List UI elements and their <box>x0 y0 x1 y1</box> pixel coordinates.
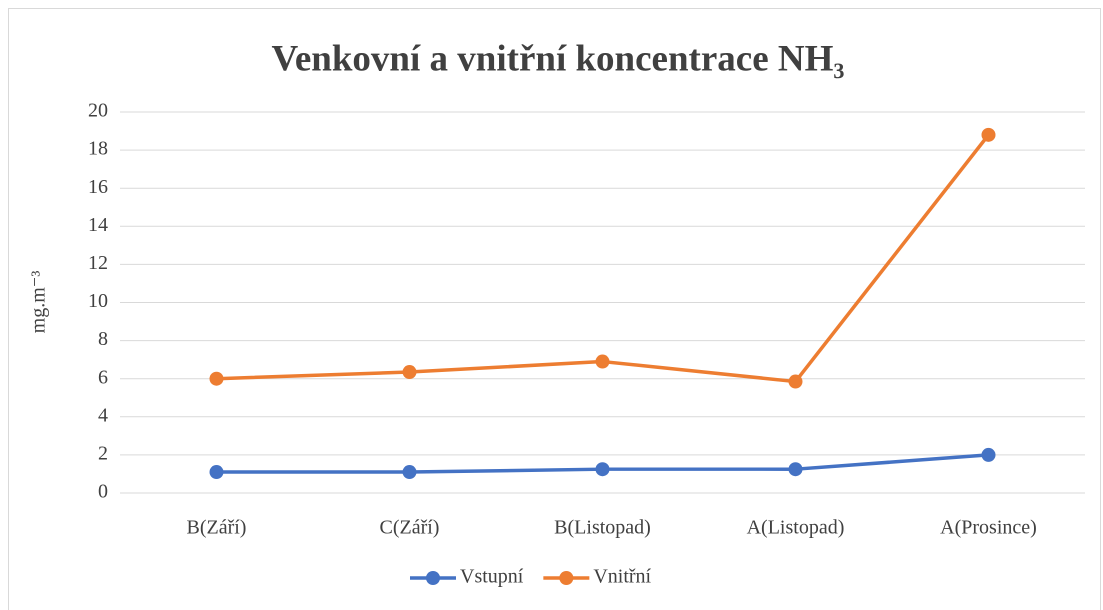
data-point <box>595 354 610 369</box>
legend-label: Vnitřní <box>593 566 651 588</box>
data-point <box>402 465 417 480</box>
x-tick-label: A(Listopad) <box>747 517 845 539</box>
data-point <box>209 465 224 480</box>
data-point <box>788 374 803 389</box>
y-tick-label: 4 <box>98 404 108 426</box>
y-tick-label: 2 <box>98 442 108 464</box>
y-tick-label: 16 <box>88 176 108 198</box>
data-point <box>402 365 417 380</box>
chart-title: Venkovní a vnitřní koncentrace NH₃ <box>272 38 845 79</box>
y-tick-label: 0 <box>98 481 108 503</box>
x-tick-label: B(Listopad) <box>554 517 651 539</box>
legend-marker <box>426 571 440 585</box>
y-axis-label: mg.m⁻³ <box>28 271 50 334</box>
y-tick-label: 10 <box>88 290 108 312</box>
data-point <box>209 371 224 386</box>
x-tick-label: B(Září) <box>187 517 247 539</box>
data-point <box>788 462 803 477</box>
y-tick-label: 18 <box>88 138 108 160</box>
y-tick-label: 8 <box>98 328 108 350</box>
y-tick-label: 20 <box>88 100 108 122</box>
data-point <box>981 127 996 142</box>
chart-border <box>8 8 1101 610</box>
y-tick-label: 12 <box>88 252 108 274</box>
y-tick-label: 6 <box>98 366 108 388</box>
legend-marker <box>559 571 574 585</box>
data-point <box>595 462 610 477</box>
y-tick-label: 14 <box>88 214 108 236</box>
x-tick-label: A(Prosince) <box>940 517 1037 539</box>
legend-label: Vstupní <box>460 566 524 588</box>
x-tick-label: C(Září) <box>380 517 440 539</box>
data-point <box>981 447 996 462</box>
